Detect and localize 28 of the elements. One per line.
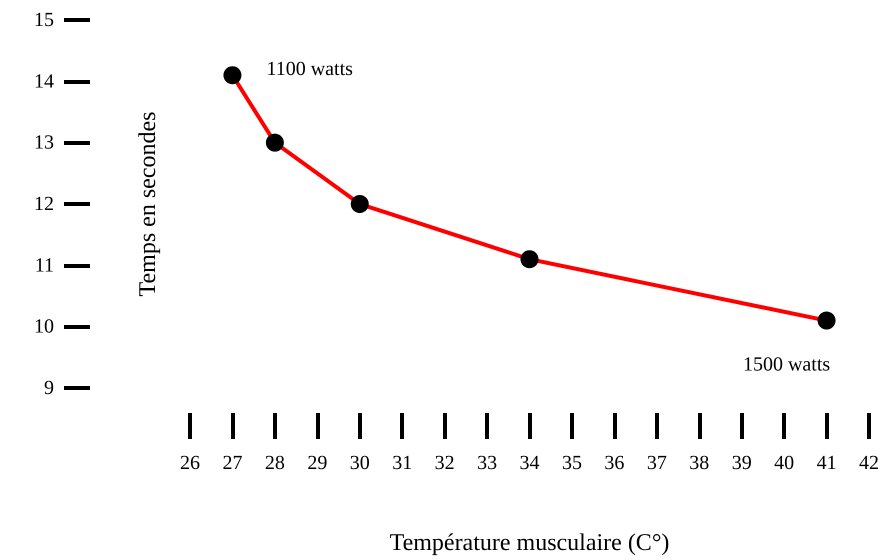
- y-tick-label: 9: [44, 377, 54, 399]
- y-tick-label: 11: [34, 254, 54, 276]
- x-tick-label: 38: [689, 452, 710, 474]
- x-tick-label: 32: [434, 452, 455, 474]
- x-tick-label: 36: [604, 452, 624, 474]
- y-tick-label: 13: [34, 132, 54, 154]
- annotation: 1500 watts: [742, 354, 830, 376]
- y-tick-label: 12: [34, 193, 54, 215]
- y-axis-title: Temps en secondes: [135, 112, 161, 296]
- y-tick-label: 10: [34, 316, 54, 338]
- x-tick-label: 40: [774, 452, 794, 474]
- x-tick-label: 35: [562, 452, 582, 474]
- x-axis-title: Température musculaire (C°): [390, 530, 670, 556]
- x-tick-label: 28: [264, 452, 285, 474]
- x-tick-label: 39: [732, 452, 752, 474]
- x-tick-label: 27: [222, 452, 242, 474]
- x-tick-label: 30: [350, 452, 370, 474]
- x-tick-label: 33: [477, 452, 498, 474]
- x-tick-label: 31: [392, 452, 412, 474]
- x-tick-label: 34: [520, 452, 540, 474]
- x-tick-label: 26: [180, 452, 200, 474]
- y-tick-label: 14: [34, 70, 54, 92]
- y-tick-label: 15: [34, 9, 54, 31]
- x-tick-label: 37: [646, 452, 667, 474]
- x-tick-label: 42: [859, 452, 879, 474]
- x-tick-label: 29: [307, 452, 328, 474]
- x-tick-label: 41: [816, 452, 837, 474]
- annotation: 1100 watts: [266, 58, 354, 80]
